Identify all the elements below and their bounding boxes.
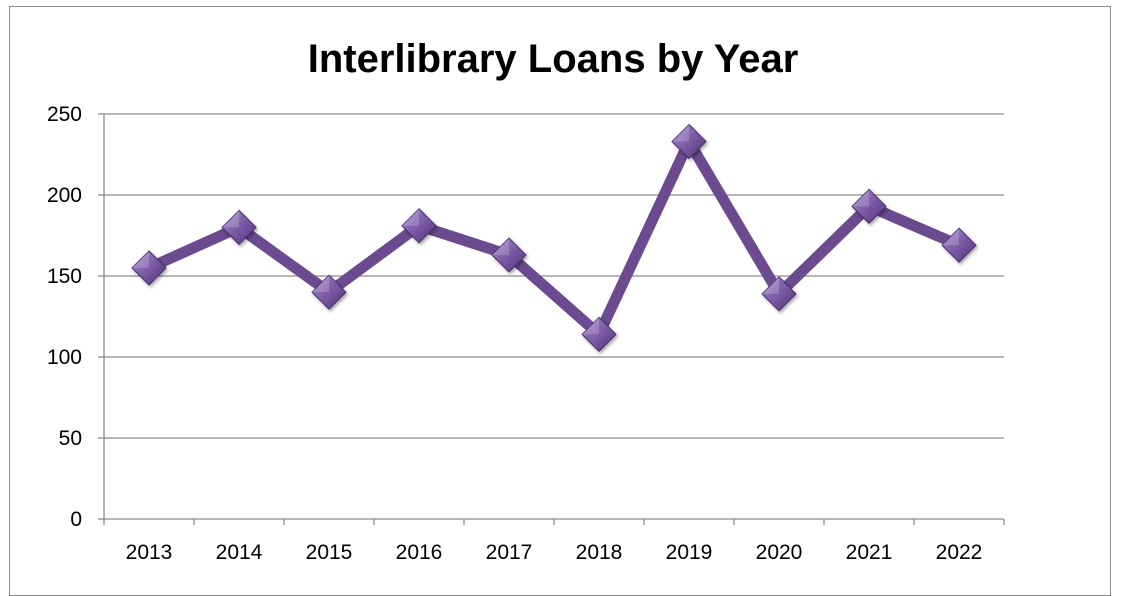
data-point-marker (221, 209, 257, 246)
axes (103, 114, 1004, 520)
x-tick-label: 2021 (846, 541, 893, 564)
y-tick-label: 0 (70, 508, 82, 531)
x-tick-label: 2019 (666, 541, 713, 564)
data-point-marker (851, 188, 887, 225)
gridlines (104, 113, 1004, 439)
x-tick-label: 2018 (576, 541, 623, 564)
data-point-marker (491, 237, 527, 273)
series-line-path (143, 136, 965, 340)
data-point-marker (131, 250, 167, 286)
line-chart: Interlibrary Loans by Year 0 50 100 150 200 2… (47, 37, 1005, 564)
data-point-marker (581, 316, 617, 353)
x-tick-label: 2014 (216, 541, 263, 564)
data-point-marker (941, 227, 977, 263)
x-axis-ticks: 2013 2014 2015 2016 2017 2018 2019 2020 2021 2022 (103, 519, 1005, 564)
x-tick-label: 2017 (486, 541, 533, 564)
y-tick-label: 150 (47, 265, 82, 288)
x-tick-label: 2020 (756, 541, 803, 564)
x-tick-label: 2015 (306, 541, 353, 564)
x-tick-label: 2016 (396, 541, 443, 564)
series-line (143, 136, 965, 340)
series-markers (131, 123, 977, 353)
data-point-marker (761, 276, 797, 312)
y-axis-ticks: 0 50 100 150 200 250 (47, 103, 104, 531)
y-tick-label: 250 (47, 103, 82, 126)
data-point-marker (401, 208, 437, 244)
chart-title: Interlibrary Loans by Year (308, 37, 799, 81)
data-point-marker (671, 123, 707, 160)
x-tick-label: 2022 (936, 541, 983, 564)
y-tick-label: 100 (47, 346, 82, 369)
data-point-marker (311, 274, 347, 310)
y-tick-label: 200 (47, 184, 82, 207)
y-tick-label: 50 (59, 427, 82, 450)
x-tick-label: 2013 (126, 541, 173, 564)
